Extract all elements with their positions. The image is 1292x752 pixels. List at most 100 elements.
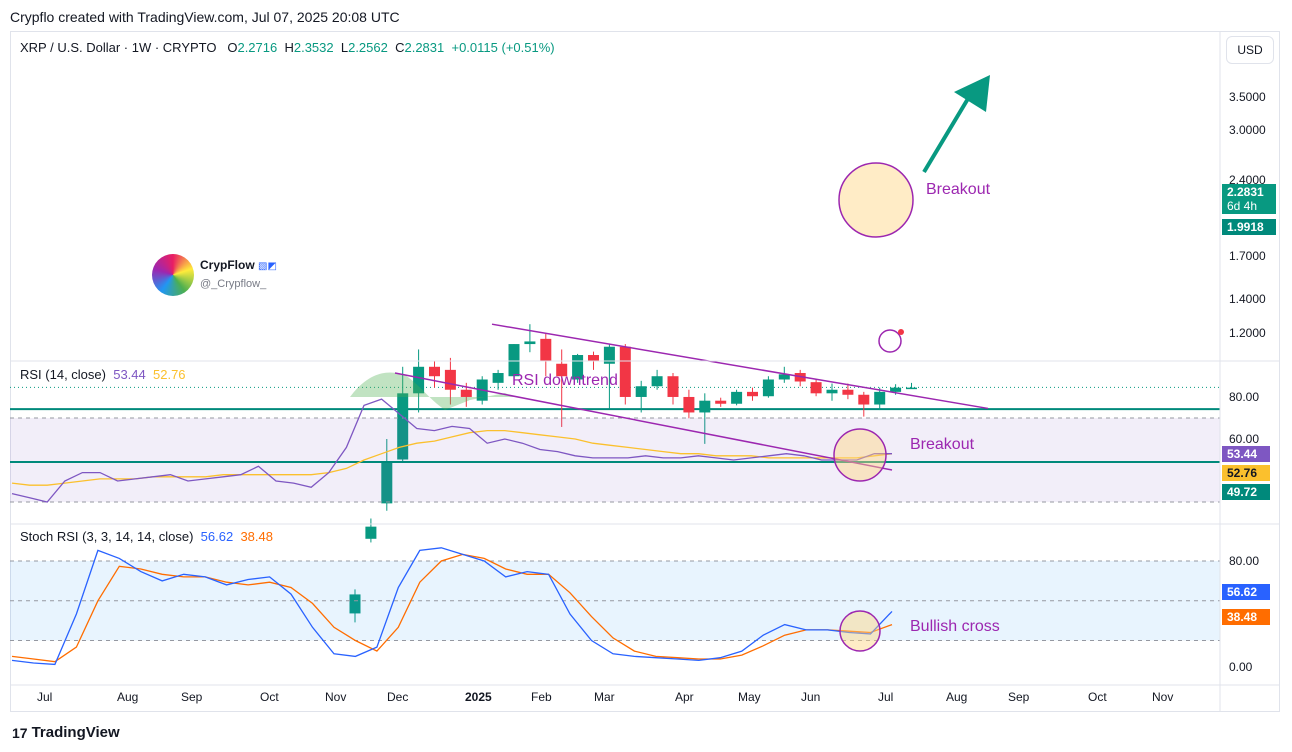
breakout-circle xyxy=(838,162,914,238)
chart-icon: ▧◩ xyxy=(258,261,277,272)
rsi-legend-ma-value: 52.76 xyxy=(153,367,186,382)
stoch-legend-d-value: 38.48 xyxy=(240,529,273,544)
stoch-legend-title: Stoch RSI (3, 3, 14, 14, close) xyxy=(20,529,194,544)
notification-dot xyxy=(898,329,904,335)
annotation-overlays xyxy=(10,31,1280,712)
time-tick: Sep xyxy=(181,690,203,704)
price-tick: 1.7000 xyxy=(1229,249,1266,263)
candle-body xyxy=(540,338,552,361)
high-label: H xyxy=(284,40,294,55)
stoch-tick: 0.00 xyxy=(1229,660,1253,674)
currency-button[interactable]: USD xyxy=(1226,36,1274,64)
rsi-breakout-circle xyxy=(833,428,887,482)
tradingview-logo[interactable]: 17 TradingView xyxy=(12,724,120,741)
candle-body xyxy=(699,400,711,413)
price-panel xyxy=(10,75,1220,623)
chart-frame xyxy=(10,31,1280,712)
price-tick: 1.2000 xyxy=(1229,326,1266,340)
candle-body xyxy=(588,355,599,361)
brand-text: TradingView xyxy=(31,724,120,741)
candle-body xyxy=(890,387,902,392)
candle-body xyxy=(619,346,631,397)
candle-body xyxy=(667,376,679,397)
candle-body xyxy=(365,526,377,539)
candle-body xyxy=(492,373,504,383)
stoch-d-label: 38.48 xyxy=(1222,609,1270,625)
stoch-panel xyxy=(10,547,1220,666)
current-price-value: 2.2831 xyxy=(1227,185,1264,199)
candle-body xyxy=(460,389,472,397)
candle-body xyxy=(858,394,870,405)
bar-countdown: 6d 4h xyxy=(1227,199,1258,213)
rsi-band xyxy=(10,418,1220,502)
open-label: O xyxy=(227,40,238,55)
time-tick: Nov xyxy=(325,690,347,704)
candle-body xyxy=(524,341,536,345)
time-tick: Aug xyxy=(117,690,139,704)
candle-body xyxy=(731,391,743,404)
stoch-k-line xyxy=(11,547,893,666)
candle-body xyxy=(826,389,838,394)
time-tick: Dec xyxy=(387,690,409,704)
candle-body xyxy=(603,346,615,364)
rsi-panel xyxy=(10,372,1220,503)
channel-name: CrypFlow ▧◩ xyxy=(200,258,277,272)
rsi-line xyxy=(11,398,892,503)
rsi-level-label: 49.72 xyxy=(1222,484,1270,500)
candle-body xyxy=(635,386,647,397)
bullish-arrow-head xyxy=(954,75,990,112)
close-label: C xyxy=(395,40,405,55)
price-tick: 3.5000 xyxy=(1229,90,1266,104)
time-tick: Feb xyxy=(531,690,552,704)
rsi-ma-value-label: 52.76 xyxy=(1222,465,1270,481)
symbol-legend: XRP / U.S. Dollar · 1W · CRYPTO O2.2716 … xyxy=(20,40,555,55)
low-value: 2.2562 xyxy=(348,40,388,55)
time-tick: Oct xyxy=(260,690,279,704)
candle-body xyxy=(842,389,854,395)
candle-body xyxy=(747,391,758,397)
candle-body xyxy=(429,366,440,377)
time-tick: Jul xyxy=(878,690,894,704)
breakout-price-annotation: Breakout xyxy=(926,181,991,198)
high-value: 2.3532 xyxy=(293,40,334,55)
low-label: L xyxy=(340,40,349,55)
bullish-cross-circle xyxy=(839,610,881,652)
time-tick: Mar xyxy=(594,690,615,704)
stoch-k-label: 56.62 xyxy=(1222,584,1270,600)
candle-body xyxy=(397,393,409,460)
candle-body xyxy=(906,387,917,390)
candle-body xyxy=(683,396,695,413)
candle-body xyxy=(874,391,886,405)
candle-body xyxy=(762,379,774,397)
time-tick: Nov xyxy=(1152,690,1174,704)
breakout-rsi-annotation: Breakout xyxy=(910,436,975,453)
rsi-legend: RSI (14, close) 53.44 52.76 xyxy=(20,367,186,382)
candle-body xyxy=(778,374,790,380)
rsi-legend-value: 53.44 xyxy=(113,367,146,382)
price-tick: 3.0000 xyxy=(1229,123,1266,137)
candle-body xyxy=(572,355,584,380)
rsi-ma-line xyxy=(11,429,893,486)
chart-header: Crypflo created with TradingView.com, Ju… xyxy=(10,9,400,25)
symbol-name[interactable]: XRP / U.S. Dollar · 1W · CRYPTO xyxy=(20,40,217,55)
rsi-overbought-fill xyxy=(350,372,515,410)
stoch-band xyxy=(10,561,1220,641)
time-tick: 2025 xyxy=(465,690,492,704)
candle-body xyxy=(349,594,361,614)
price-tick: 1.4000 xyxy=(1229,292,1266,306)
channel-handle: @_Crypflow_ xyxy=(200,278,267,290)
tradingview-icon: 17 xyxy=(12,724,28,741)
bullish-arrow-shaft xyxy=(922,90,974,174)
open-value: 2.2716 xyxy=(237,40,278,55)
stoch-legend-k-value: 56.62 xyxy=(200,529,234,544)
stoch-d-line xyxy=(11,553,893,663)
candle-body xyxy=(556,363,568,377)
time-tick: Jun xyxy=(801,690,821,704)
close-value: 2.2831 xyxy=(404,40,445,55)
rsi-legend-title: RSI (14, close) xyxy=(20,367,106,382)
rsi-value-label: 53.44 xyxy=(1222,446,1270,462)
time-tick: Jul xyxy=(37,690,53,704)
candle-body xyxy=(381,461,393,504)
avatar xyxy=(152,254,194,296)
bullish-cross-annotation: Bullish cross xyxy=(910,618,1000,635)
